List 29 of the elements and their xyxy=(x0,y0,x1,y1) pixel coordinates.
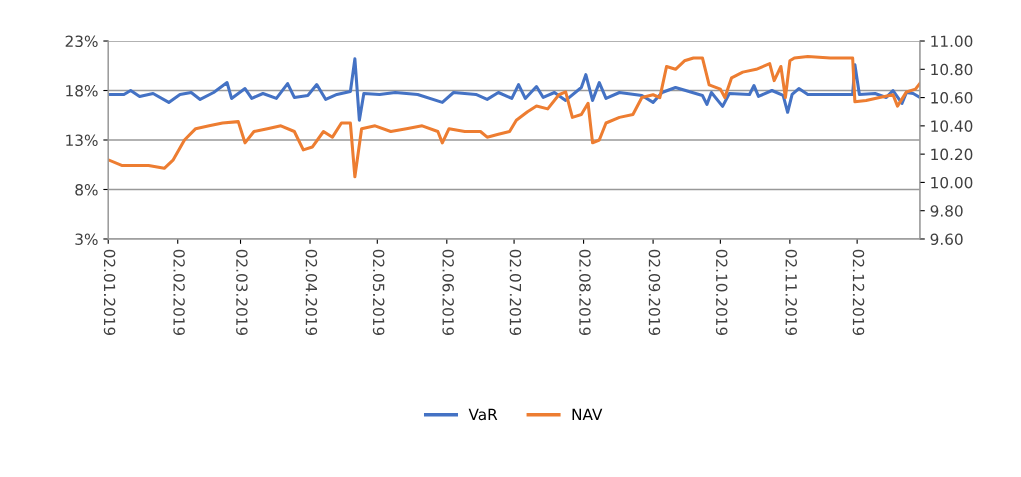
y-tick-label: 13% xyxy=(66,134,98,147)
x-tick-label: 02.11.2019 xyxy=(785,249,797,336)
y2-tick-label: 11.00 xyxy=(931,35,973,48)
x-tick-label: 02.01.2019 xyxy=(103,249,116,336)
y2-tick-label: 10.40 xyxy=(931,120,973,132)
x-tick-label: 02.04.2019 xyxy=(305,249,318,336)
x-tick-label: 02.12.2019 xyxy=(852,249,865,336)
y-tick-label: 23% xyxy=(65,35,98,48)
y2-tick-label: 9.60 xyxy=(930,233,963,245)
x-tick-label: 02.09.2019 xyxy=(648,249,661,336)
x-tick-label: 02.05.2019 xyxy=(372,249,385,336)
x-tick-label: 02.02.2019 xyxy=(173,249,185,336)
legend-label: NAV xyxy=(572,408,603,420)
y-tick-label: 18% xyxy=(66,84,98,97)
x-tick-label: 02.03.2019 xyxy=(236,249,248,336)
y2-tick-label: 10.80 xyxy=(931,63,973,76)
y-tick-label: 8% xyxy=(75,183,98,196)
y2-tick-label: 10.20 xyxy=(931,148,973,161)
legend-label: VaR xyxy=(468,408,498,421)
x-tick-label: 02.07.2019 xyxy=(509,249,522,336)
x-tick-label: 02.06.2019 xyxy=(442,249,454,336)
x-tick-label: 02.08.2019 xyxy=(579,249,591,336)
y-tick-label: 3% xyxy=(75,233,98,245)
line-series xyxy=(108,55,920,179)
y2-tick-label: 9.80 xyxy=(930,205,963,217)
y2-tick-label: 10.60 xyxy=(931,92,973,104)
x-tick-label: 02.10.2019 xyxy=(715,249,728,336)
y2-tick-label: 10.00 xyxy=(931,176,973,189)
line-series xyxy=(108,57,920,122)
